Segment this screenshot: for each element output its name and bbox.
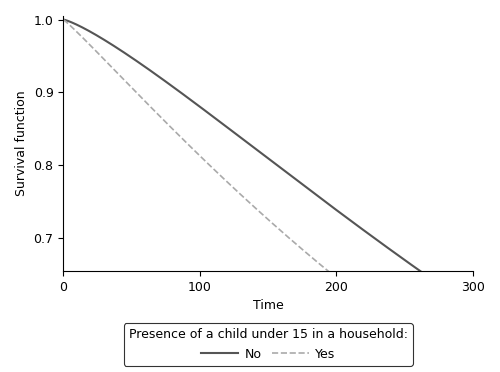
Legend: No, Yes: No, Yes <box>124 323 412 366</box>
X-axis label: Time: Time <box>253 299 284 312</box>
Y-axis label: Survival function: Survival function <box>15 91 28 196</box>
